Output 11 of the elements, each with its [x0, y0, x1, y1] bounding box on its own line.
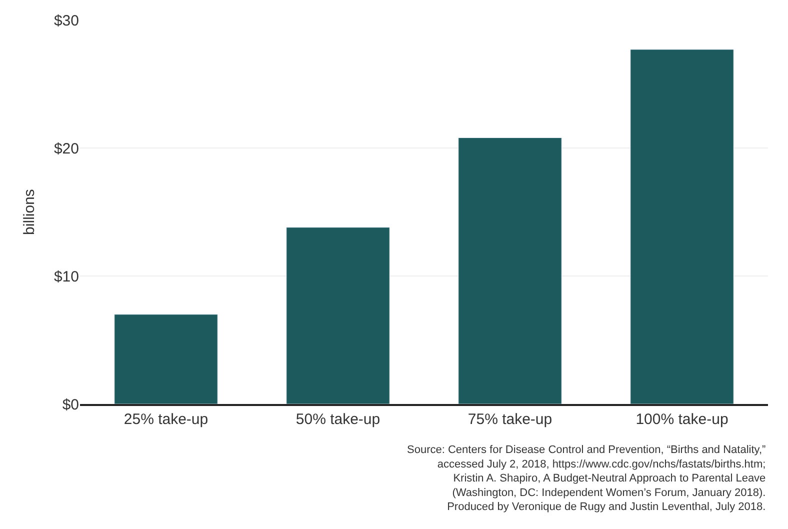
y-axis-title: billions: [21, 189, 38, 235]
y-tick-label: $20: [54, 140, 79, 158]
bar: [114, 314, 218, 404]
y-tick-label: $0: [62, 396, 79, 414]
x-tick-label: 75% take-up: [468, 411, 552, 428]
y-tick-label: $30: [54, 12, 79, 30]
source-note: Source: Centers for Disease Control and Prevention, “Births and Natality,” accessed July 2, 2018, https://www.cdc.gov/nchs/fastats/births.htm; Kristin A. Shapiro, A Budget-Neutral Approach to Parental Leave (Washington, DC: Independent Women’s Forum, January 2018). Produced by Veronique de Rugy and Justin Leventhal, July 2018.: [407, 444, 766, 514]
x-tick-label: 100% take-up: [636, 411, 728, 428]
x-tick-label: 50% take-up: [296, 411, 380, 428]
y-tick-label: $10: [54, 268, 79, 286]
x-tick-label: 25% take-up: [124, 411, 208, 428]
